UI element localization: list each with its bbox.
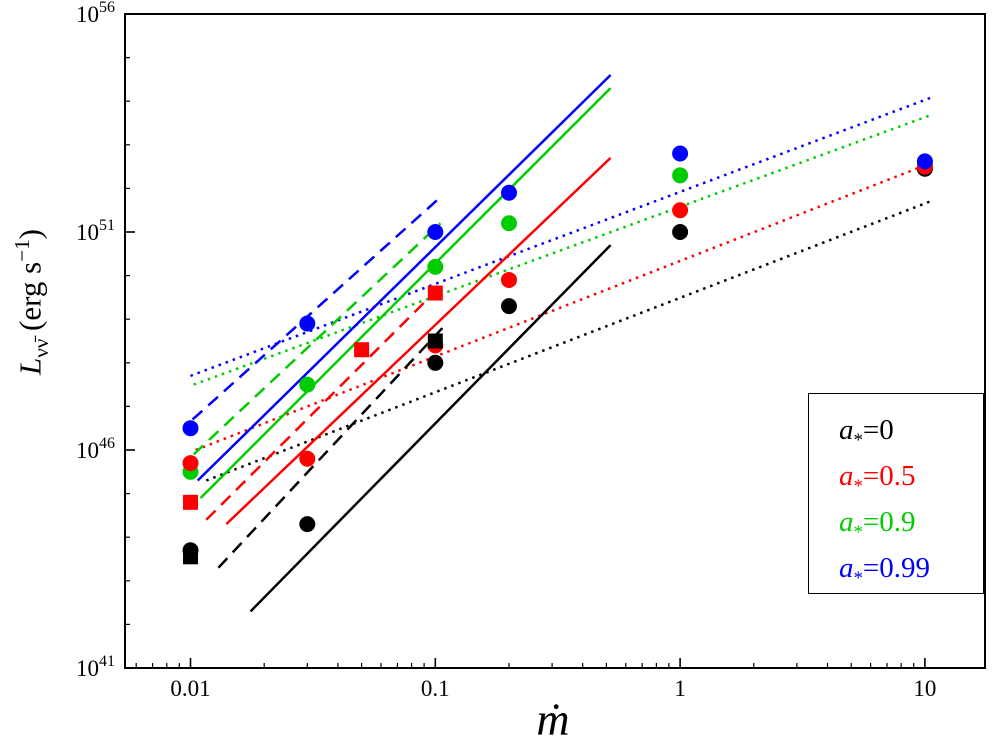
fit-line-a09-dotted (193, 113, 934, 386)
data-point (672, 167, 689, 184)
legend-var: a (839, 460, 854, 492)
data-point (427, 333, 443, 349)
y-tick-label: 1041 (76, 653, 115, 681)
legend-entry-a0: a*=0 (809, 407, 983, 453)
x-axis-label: ṁ (536, 693, 570, 745)
fit-line-a099-dotted (190, 95, 934, 378)
legend-sub: * (853, 429, 863, 451)
legend-var: a (839, 552, 854, 584)
x-tick-label: 10 (913, 676, 936, 701)
data-point (299, 315, 316, 332)
data-point (299, 450, 316, 467)
y-tick-label: 1046 (76, 435, 115, 463)
series-a05-squares (183, 285, 443, 510)
fit-line-a09-solid (199, 87, 612, 499)
legend-value: =0.5 (862, 460, 916, 492)
data-point (500, 215, 517, 232)
legend-entry-a099: a*=0.99 (809, 545, 983, 591)
data-point (672, 224, 689, 240)
data-point (182, 420, 199, 437)
legend-entry-a09: a*=0.9 (809, 499, 983, 545)
fit-line-a05-dashed (205, 283, 444, 521)
data-point (299, 376, 316, 393)
fit-line-a0-dotted (205, 200, 931, 482)
axis-ticks (125, 13, 926, 669)
data-point (427, 285, 443, 301)
x-tick-label: 0.01 (170, 676, 210, 701)
data-point (427, 224, 444, 240)
data-point (916, 153, 933, 170)
legend-sub: * (853, 475, 863, 497)
data-points (182, 145, 933, 565)
legend-value: =0.99 (862, 552, 931, 584)
tick-labels: 0.01 0.1 1 10 1041 1046 1051 1056 (76, 0, 936, 701)
y-label-unit-close: ) (12, 229, 48, 240)
data-point (427, 354, 444, 371)
data-point (500, 271, 517, 288)
x-tick-label: 0.1 (421, 676, 450, 701)
fit-line-a099-dashed (191, 196, 442, 421)
y-tick-label: 1051 (76, 217, 115, 245)
legend-value: =0 (862, 414, 894, 446)
data-point (299, 516, 316, 533)
x-tick-label: 1 (674, 676, 686, 701)
data-point (500, 184, 517, 201)
fit-line-a099-solid (196, 74, 612, 482)
data-point (672, 145, 689, 162)
legend: a*=0 a*=0.5 a*=0.9 a*=0.99 (808, 393, 984, 594)
legend-sub: * (853, 567, 863, 589)
data-point (500, 298, 517, 315)
series-a0-squares (183, 333, 443, 565)
y-label-unit-exponent: −1 (10, 239, 35, 262)
y-label-subscript: νν̄ (28, 338, 53, 358)
fit-line-a05-solid (225, 156, 612, 526)
data-point (354, 342, 370, 358)
fit-lines (190, 74, 934, 613)
y-label-variable: L (12, 357, 48, 375)
plot-frame (124, 13, 986, 669)
data-point (672, 202, 689, 219)
fit-line-a09-dashed (192, 222, 442, 456)
data-point (182, 455, 199, 472)
legend-entry-a05: a*=0.5 (809, 453, 983, 499)
data-point (427, 258, 444, 275)
y-tick-label: 1056 (76, 0, 115, 27)
legend-sub: * (853, 521, 863, 543)
axes-border (124, 13, 986, 669)
y-label-unit: (erg s (12, 261, 48, 339)
fit-line-a0-solid (249, 244, 612, 613)
legend-value: =0.9 (862, 506, 916, 538)
legend-var: a (839, 414, 854, 446)
legend-var: a (839, 506, 854, 538)
y-axis-label: Lνν̄ (erg s−1) (10, 229, 54, 375)
data-point (183, 494, 199, 510)
fit-line-a0-dashed (217, 327, 444, 569)
data-point (183, 549, 199, 565)
series-a099-circles (182, 145, 933, 437)
